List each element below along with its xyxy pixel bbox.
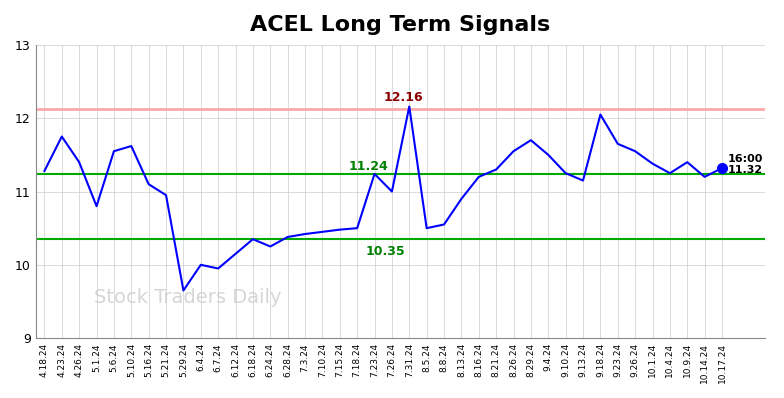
Text: Stock Traders Daily: Stock Traders Daily — [94, 288, 281, 307]
Text: 11.24: 11.24 — [348, 160, 388, 172]
Title: ACEL Long Term Signals: ACEL Long Term Signals — [250, 15, 550, 35]
Text: 16:00
11.32: 16:00 11.32 — [728, 154, 763, 175]
Text: 12.16: 12.16 — [383, 91, 423, 103]
Text: 10.35: 10.35 — [366, 245, 405, 258]
